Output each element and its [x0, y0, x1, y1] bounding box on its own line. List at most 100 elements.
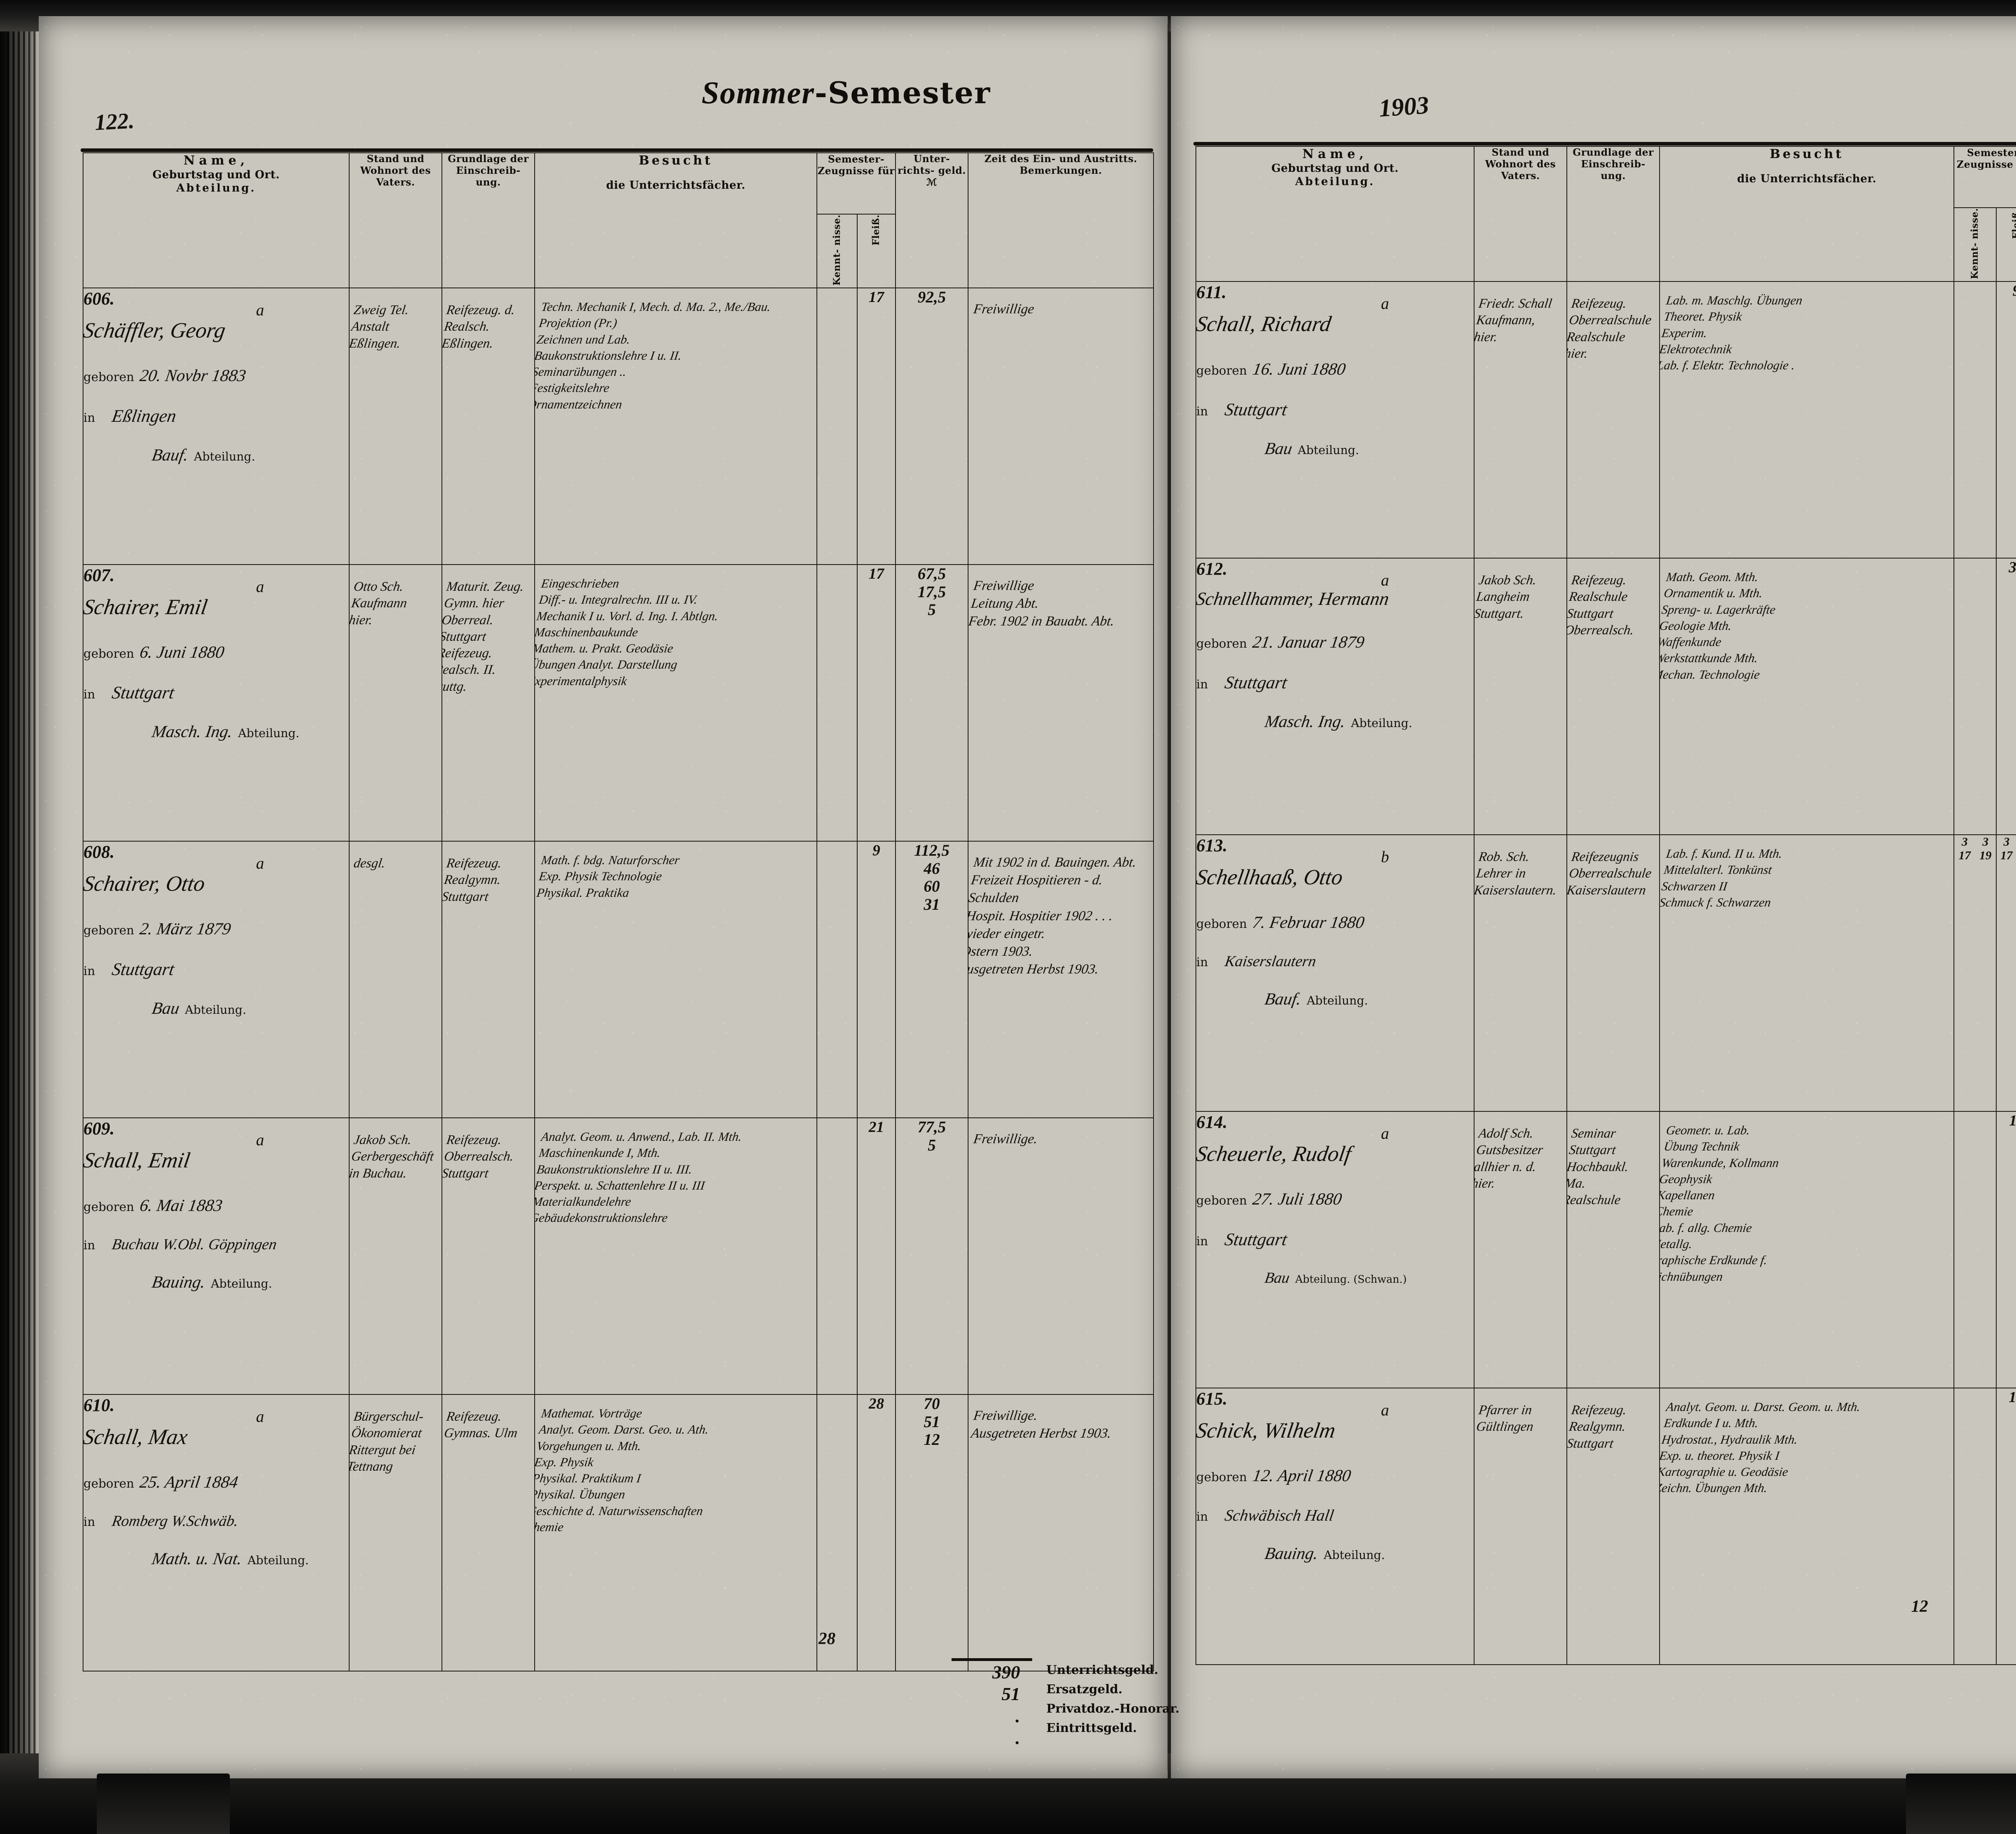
cell-fee: 67,5 17,5 5	[895, 564, 968, 842]
cell-basis: Reifezeug. d. Realsch. Eßlingen.	[442, 287, 535, 565]
cell-subjects: Geometr. u. Lab. Übung Technik Warenkunde,…	[1659, 1111, 1954, 1388]
section-letter: a	[256, 1130, 264, 1149]
cell-subjects: Eingeschrieben Diff.- u. Integralrechn. I…	[534, 564, 817, 842]
subjects-text: Eingeschrieben Diff.- u. Integralrechn. I…	[535, 576, 719, 688]
th-father-left: Stand und Wohnort des Vaters.	[349, 152, 442, 288]
th-name-line1: Name,	[1302, 147, 1368, 161]
th-fleiss-label: Fleiß.	[2010, 208, 2016, 239]
birth-place: Kaiserslautern	[1223, 952, 1318, 970]
division-label: Abteilung.	[238, 726, 300, 740]
cell-fee: 77,5 5	[895, 1117, 968, 1395]
table-row: 611. a Schall, Richard geboren 16. Juni 1…	[1195, 281, 2016, 559]
division-name: Math. u. Nat.	[150, 1549, 244, 1568]
born-label: geboren	[83, 923, 134, 938]
kenntnisse-mark	[818, 842, 856, 858]
born-label: geboren	[1196, 917, 1247, 931]
remarks-text: Freiwillige.	[973, 1131, 1039, 1146]
cell-name: 609. a Schall, Emil geboren 6. Mai 1883 i…	[83, 1117, 350, 1395]
student-name: Scheuerle, Rudolf	[1196, 1141, 1353, 1166]
semester-script-word: Sommer	[702, 75, 815, 110]
birth-place: Stuttgart	[110, 959, 176, 979]
division-name: Masch. Ing.	[150, 722, 234, 741]
semester-printed-word: -Semester	[814, 76, 991, 110]
division-name: Bauing.	[1263, 1544, 1320, 1563]
cell-father: Bürgerschul- Ökonomierat Rittergut bei T…	[349, 1394, 442, 1671]
cell-fleiss: 17	[857, 287, 896, 565]
kenntnisse-mark	[818, 289, 856, 304]
born-label: geboren	[83, 646, 134, 661]
cell-basis: Seminar Stuttgart Hochbaukl. Ma. Realschul…	[1566, 1111, 1660, 1388]
th-fleiss-right: Fleiß.	[1996, 207, 2016, 282]
cell-name: 610. a Schall, Max geboren 25. April 1884…	[83, 1394, 350, 1671]
cell-kenntnisse	[1954, 1387, 1997, 1665]
place-line: in Kaiserslautern	[1196, 952, 1473, 970]
table-row: 612. a Schnellhammer, Hermann geboren 21.…	[1195, 557, 2016, 835]
cell-basis: Reifezeugnis Oberrealschule Kaiserslaute…	[1566, 834, 1660, 1112]
place-line: in Stuttgart	[1197, 399, 1473, 420]
birth-place: Stuttgart	[1223, 399, 1289, 419]
birth-date: 16. Juni 1880	[1251, 360, 1347, 379]
born-label: geboren	[83, 1200, 134, 1214]
basis-text: Reifezeug. Oberrealsch. Stuttgart	[442, 1132, 515, 1181]
table-row: 613. b Schellhaaß, Otto geboren 7. Februa…	[1195, 834, 2016, 1112]
th-subjects-line1: Besucht	[1770, 147, 1844, 161]
student-name: Schairer, Otto	[83, 871, 207, 896]
totals-values-left: 390 51 . .	[939, 1661, 1020, 1749]
place-line: in Stuttgart	[83, 682, 348, 703]
th-name-line2: Geburtstag und Ort.	[152, 168, 280, 181]
book-spine-left	[0, 0, 39, 1834]
in-label: in	[83, 1515, 95, 1529]
fleiss-mark: 9	[873, 842, 880, 859]
born-label: geboren	[1196, 363, 1247, 378]
kenntnisse-mark	[1955, 1389, 1995, 1405]
birth-line: geboren 25. April 1884	[84, 1473, 348, 1492]
cell-fleiss: 17	[857, 564, 896, 842]
division-label: Abteilung.	[1351, 716, 1412, 730]
totals-rule-left	[952, 1658, 1032, 1661]
in-label: in	[1196, 955, 1208, 969]
cell-basis: Reifezeug. Oberrealschule Realschule hie…	[1566, 281, 1660, 559]
section-letter: a	[1381, 294, 1389, 313]
th-father-right: Stand und Wohnort des Vaters.	[1474, 146, 1567, 282]
basis-text: Reifezeug. Realgymn. Stuttgart	[442, 856, 503, 904]
cell-fleiss: 30	[1996, 557, 2016, 835]
student-name: Schick, Wilhelm	[1196, 1418, 1337, 1442]
fee-amount: 112,5 46 60 31	[914, 841, 950, 914]
cell-fleiss: 3 173 15	[1996, 834, 2016, 1112]
cell-fleiss: 12	[1996, 1387, 2016, 1665]
division-label: Abteilung.	[185, 1002, 246, 1017]
cell-name: 608. a Schairer, Otto geboren 2. März 187…	[83, 840, 350, 1118]
place-line: in Romberg W.Schwäb.	[83, 1512, 348, 1530]
cell-fleiss: 11	[1996, 1111, 2016, 1388]
birth-place: Stuttgart	[1223, 672, 1289, 692]
student-name: Schall, Richard	[1196, 311, 1333, 336]
place-line: in Stuttgart	[83, 959, 348, 980]
table-row: 608. a Schairer, Otto geboren 2. März 187…	[83, 840, 1154, 1118]
scanner-clip-left	[97, 1774, 230, 1834]
cell-remarks: Freiwillige.	[968, 1117, 1154, 1395]
row-sequence-number: 614.	[1196, 1112, 1227, 1132]
kenntnisse-mark	[1955, 1112, 1995, 1128]
header-row-left: Name, Geburtstag und Ort. Abteilung. Sta…	[83, 152, 1154, 288]
cell-basis: Maturit. Zeug. Gymn. hier Oberreal. Stutt…	[442, 564, 535, 842]
cell-father: Jakob Sch. Langheim Stuttgart.	[1474, 557, 1567, 835]
table-row: 609. a Schall, Emil geboren 6. Mai 1883 i…	[83, 1117, 1154, 1395]
table-row: 606. a Schäffler, Georg geboren 20. Novbr…	[83, 287, 1154, 565]
birth-date: 6. Mai 1883	[138, 1196, 224, 1215]
th-fee-left: Unter- richts- geld. ℳ	[895, 152, 968, 288]
division-line: Masch. Ing. Abteilung.	[1197, 712, 1473, 732]
in-label: in	[83, 687, 95, 702]
table-row: 614. a Scheuerle, Rudolf geboren 27. Juli…	[1195, 1111, 2016, 1388]
cell-father: Otto Sch. Kaufmann hier.	[349, 564, 442, 842]
section-letter: a	[1381, 571, 1389, 589]
birth-line: geboren 20. Novbr 1883	[84, 366, 348, 386]
register-table-right: Name, Geburtstag und Ort. Abteilung. Sta…	[1195, 146, 2016, 1665]
cell-father: Friedr. Schall Kaufmann, hier.	[1474, 281, 1567, 559]
cell-kenntnisse: 3 17 3 19	[1954, 834, 1997, 1112]
cell-name: 607. a Schairer, Emil geboren 6. Juni 188…	[83, 564, 350, 842]
in-label: in	[83, 964, 95, 978]
cell-fee: 92,5	[895, 287, 968, 565]
father-text: Bürgerschul- Ökonomierat Rittergut bei T…	[349, 1409, 425, 1474]
division-name: Bau	[1263, 439, 1294, 458]
cell-kenntnisse	[816, 287, 858, 565]
